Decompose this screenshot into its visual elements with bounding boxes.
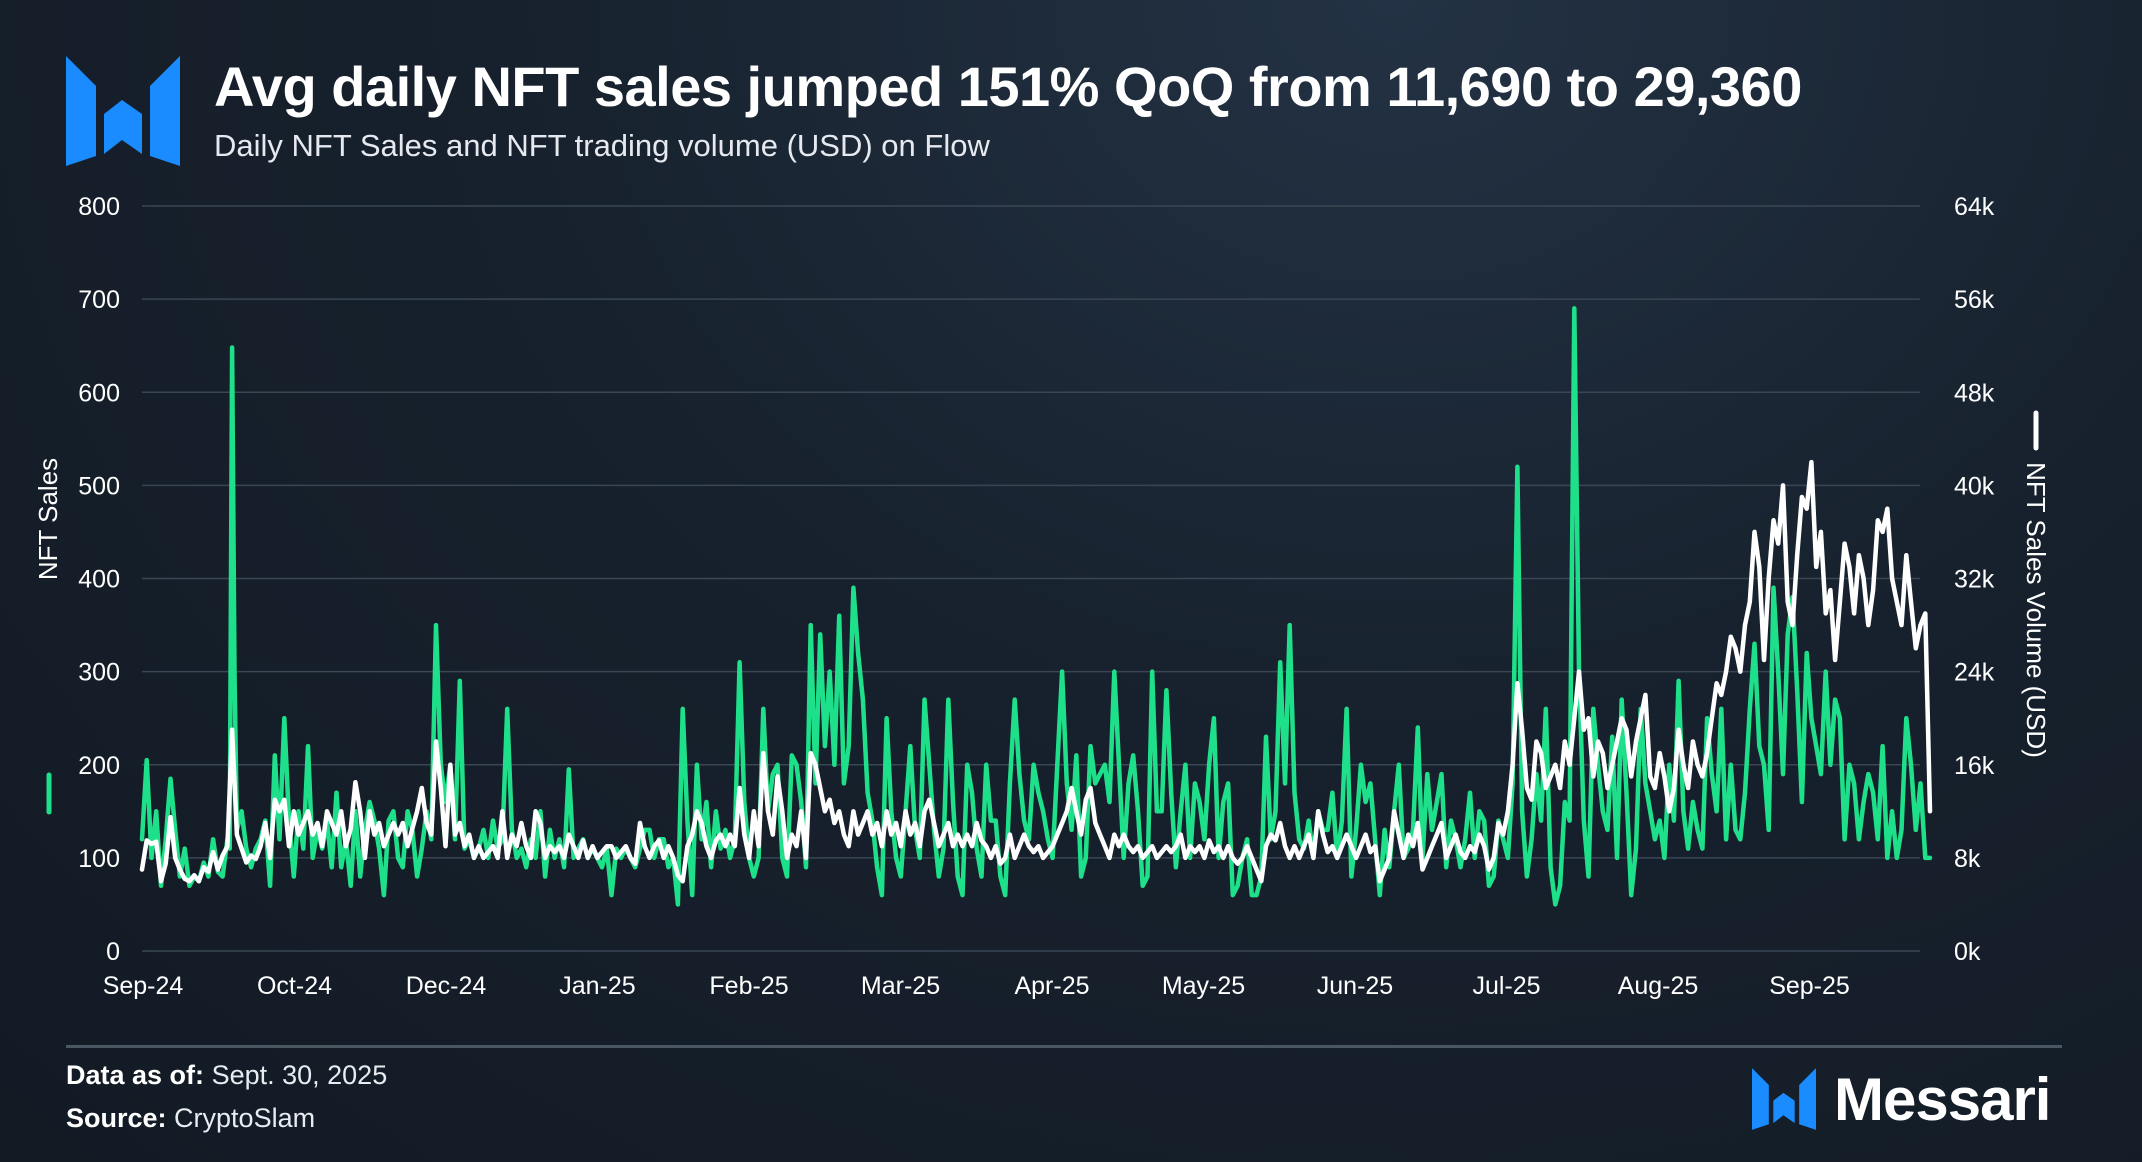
x-tick-label: Sep-25 <box>1769 972 1850 1000</box>
y2-tick-label: 56k <box>1954 286 1995 314</box>
y-axis-title: NFT Sales <box>33 458 63 580</box>
x-tick-label: Sep-24 <box>103 972 184 1000</box>
y2-tick-label: 48k <box>1954 379 1995 407</box>
footer-divider <box>66 1045 2062 1048</box>
y2-tick-label: 16k <box>1954 752 1995 780</box>
x-tick-label: Apr-25 <box>1014 972 1089 1000</box>
data-as-of-label: Data as of: <box>66 1060 205 1090</box>
y2-axis-title: NFT Sales Volume (USD) <box>2021 462 2051 758</box>
y-tick-label: 600 <box>78 379 120 407</box>
x-tick-label: Mar-25 <box>861 972 940 1000</box>
series-line-nft-sales <box>139 306 1933 907</box>
x-tick-label: May-25 <box>1162 972 1245 1000</box>
y-tick-label: 300 <box>78 659 120 687</box>
y-tick-label: 800 <box>78 193 120 221</box>
x-tick-label: Feb-25 <box>709 972 788 1000</box>
chart-title: Avg daily NFT sales jumped 151% QoQ from… <box>214 55 1802 118</box>
y2-tick-label: 40k <box>1954 472 1995 500</box>
x-tick-label: Jun-25 <box>1317 972 1393 1000</box>
x-tick-label: Dec-24 <box>406 972 487 1000</box>
y-tick-label: 0 <box>106 938 120 966</box>
y-tick-label: 400 <box>78 566 120 594</box>
y2-tick-label: 32k <box>1954 566 1995 594</box>
source-value: CryptoSlam <box>174 1103 316 1133</box>
source-line: Source: CryptoSlam <box>66 1103 315 1134</box>
messari-brand: Messari <box>1752 1064 2051 1134</box>
data-as-of-value: Sept. 30, 2025 <box>211 1060 388 1090</box>
x-tick-label: Jul-25 <box>1472 972 1540 1000</box>
x-tick-label: Jan-25 <box>559 972 635 1000</box>
series-line-nft-sales-volume <box>139 459 1933 884</box>
y-tick-label: 200 <box>78 752 120 780</box>
y2-tick-label: 24k <box>1954 659 1995 687</box>
messari-brand-icon <box>1752 1068 1816 1130</box>
data-as-of: Data as of: Sept. 30, 2025 <box>66 1060 387 1091</box>
y2-tick-label: 64k <box>1954 193 1995 221</box>
source-label: Source: <box>66 1103 167 1133</box>
y-tick-label: 700 <box>78 286 120 314</box>
y2-tick-label: 0k <box>1954 938 1981 966</box>
y2-tick-label: 8k <box>1954 845 1981 873</box>
y-tick-label: 100 <box>78 845 120 873</box>
brand-name: Messari <box>1834 1065 2051 1133</box>
dual-axis-line-chart: 0 100 200 300 400 500 600 700 800 0k 8k 16k 24k 32k 40… <box>33 193 2051 1000</box>
y-tick-label: 500 <box>78 472 120 500</box>
messari-logo-icon <box>66 56 180 166</box>
x-tick-label: Aug-25 <box>1618 972 1699 1000</box>
x-tick-label: Oct-24 <box>257 972 332 1000</box>
chart-subtitle: Daily NFT Sales and NFT trading volume (… <box>214 128 990 163</box>
